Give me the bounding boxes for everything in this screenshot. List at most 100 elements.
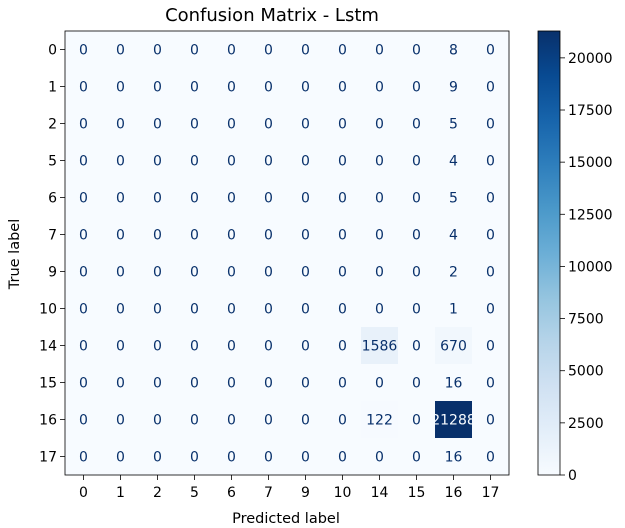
cell-value-label: 0 <box>227 376 236 392</box>
y-tick-label: 17 <box>39 450 57 466</box>
cell-value-label: 0 <box>486 265 495 281</box>
heatmap-cell <box>65 401 103 439</box>
heatmap-cell <box>250 105 288 143</box>
heatmap-cell <box>139 216 177 254</box>
heatmap-cell <box>435 31 473 69</box>
cell-value-label: 0 <box>190 302 199 318</box>
cell-value-label: 0 <box>190 228 199 244</box>
cell-value-label: 0 <box>264 154 273 170</box>
heatmap-cell <box>398 179 436 217</box>
cell-value-label: 0 <box>153 265 162 281</box>
cell-value-label: 0 <box>116 228 125 244</box>
heatmap-cell <box>176 179 214 217</box>
x-tick-label: 5 <box>190 485 199 501</box>
heatmap-cell <box>65 68 103 106</box>
cell-value-label: 0 <box>264 413 273 429</box>
heatmap-cell <box>213 216 251 254</box>
heatmap-cell <box>472 105 510 143</box>
cell-value-label: 0 <box>486 154 495 170</box>
cell-value-label: 0 <box>190 450 199 466</box>
heatmap-cell <box>435 401 473 439</box>
cell-value-label: 0 <box>153 228 162 244</box>
cell-value-label: 0 <box>190 191 199 207</box>
cell-value-label: 0 <box>338 302 347 318</box>
y-tick-label: 1 <box>48 80 57 96</box>
cell-value-label: 16 <box>445 450 463 466</box>
cell-value-label: 0 <box>375 43 384 59</box>
cell-value-label: 0 <box>79 80 88 96</box>
heatmap-cell <box>102 68 140 106</box>
heatmap-cell <box>472 438 510 476</box>
matrix-frame <box>64 30 510 476</box>
heatmap-cell <box>65 179 103 217</box>
cell-value-label: 0 <box>301 413 310 429</box>
y-tick-label: 2 <box>48 117 57 133</box>
cell-value-label: 0 <box>153 191 162 207</box>
colorbar-tick-label: 5000 <box>568 364 604 380</box>
heatmap-cell <box>176 253 214 291</box>
cell-value-label: 21288 <box>431 413 476 429</box>
cell-value-label: 5 <box>449 191 458 207</box>
cell-value-label: 5 <box>449 117 458 133</box>
y-axis-title: True label <box>7 219 23 290</box>
cell-value-label: 0 <box>190 376 199 392</box>
y-tick-label: 16 <box>39 413 57 429</box>
cell-value-label: 0 <box>375 80 384 96</box>
heatmap-cell <box>102 401 140 439</box>
heatmap-cell <box>250 216 288 254</box>
cell-value-label: 0 <box>116 265 125 281</box>
heatmap-cell <box>102 290 140 328</box>
cell-value-label: 0 <box>412 154 421 170</box>
heatmap-cell <box>361 438 399 476</box>
x-tick-label: 10 <box>334 485 352 501</box>
heatmap-cell <box>139 401 177 439</box>
heatmap-cell <box>176 142 214 180</box>
cell-value-label: 0 <box>153 450 162 466</box>
heatmap-cell <box>65 105 103 143</box>
y-tick-label: 9 <box>48 265 57 281</box>
cell-value-label: 0 <box>264 80 273 96</box>
heatmap-cell <box>398 327 436 365</box>
heatmap-cell <box>472 216 510 254</box>
cell-value-label: 0 <box>264 302 273 318</box>
cell-value-label: 0 <box>486 302 495 318</box>
y-tick-label: 6 <box>48 191 57 207</box>
cell-value-label: 0 <box>190 339 199 355</box>
y-tick-label: 5 <box>48 154 57 170</box>
heatmap-cell <box>324 364 362 402</box>
cell-value-label: 0 <box>301 154 310 170</box>
heatmap-cell <box>472 31 510 69</box>
heatmap-cell <box>472 68 510 106</box>
heatmap-cell <box>213 253 251 291</box>
cell-value-label: 122 <box>366 413 393 429</box>
cell-value-label: 0 <box>116 191 125 207</box>
heatmap-cell <box>324 216 362 254</box>
heatmap-cell <box>65 327 103 365</box>
heatmap-cell <box>65 364 103 402</box>
cell-value-label: 0 <box>412 80 421 96</box>
heatmap-cell <box>361 253 399 291</box>
cell-value-label: 0 <box>116 302 125 318</box>
colorbar-tick-label: 12500 <box>568 207 613 223</box>
cell-value-label: 0 <box>153 117 162 133</box>
x-tick-label: 16 <box>445 485 463 501</box>
heatmap-cell <box>287 438 325 476</box>
heatmap-cell <box>287 68 325 106</box>
heatmap-cell <box>213 401 251 439</box>
heatmap-cell <box>176 105 214 143</box>
heatmap-cell <box>102 327 140 365</box>
cell-value-label: 0 <box>116 339 125 355</box>
cell-value-label: 0 <box>227 80 236 96</box>
cell-value-label: 0 <box>79 228 88 244</box>
heatmap-cell <box>472 327 510 365</box>
cell-value-label: 0 <box>412 265 421 281</box>
cell-value-label: 0 <box>486 191 495 207</box>
cell-value-label: 0 <box>227 339 236 355</box>
cell-value-label: 16 <box>445 376 463 392</box>
cell-value-label: 0 <box>412 413 421 429</box>
heatmap-cell <box>435 438 473 476</box>
cell-value-label: 0 <box>375 302 384 318</box>
cell-value-label: 0 <box>153 80 162 96</box>
cell-value-label: 0 <box>227 117 236 133</box>
heatmap-cell <box>435 68 473 106</box>
